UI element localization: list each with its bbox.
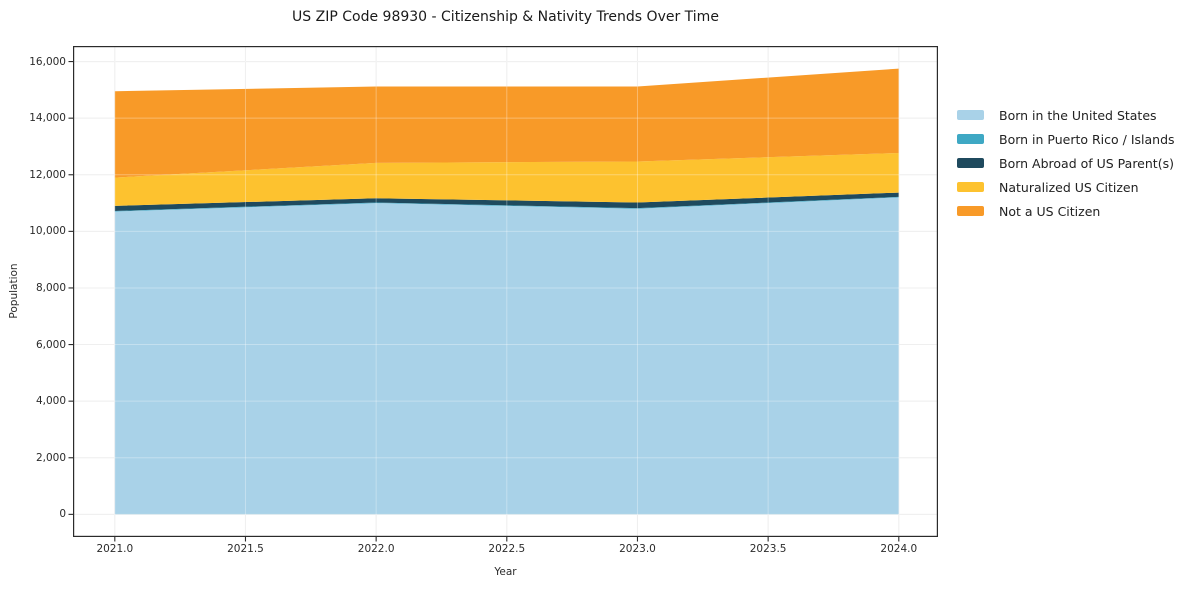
- y-tick-label: 2,000: [35, 451, 66, 464]
- legend-item: Not a US Citizen: [957, 199, 1175, 223]
- legend-label: Naturalized US Citizen: [999, 179, 1139, 195]
- legend-item: Born in the United States: [957, 103, 1175, 127]
- y-tick-label: 14,000: [29, 112, 66, 125]
- tick-marks: [68, 61, 900, 542]
- legend: Born in the United States Born in Puerto …: [957, 103, 1175, 223]
- area-series-0: [114, 197, 899, 515]
- legend-swatch: [957, 158, 984, 168]
- x-tick-label: 2021.0: [96, 543, 134, 555]
- y-tick-label: 0: [59, 508, 66, 521]
- area-series-1: [114, 196, 899, 212]
- chart-title: US ZIP Code 98930 - Citizenship & Nativi…: [292, 9, 719, 25]
- y-tick-label: 10,000: [29, 225, 66, 238]
- legend-label: Born Abroad of US Parent(s): [999, 155, 1174, 171]
- legend-label: Born in Puerto Rico / Islands: [999, 131, 1175, 147]
- legend-swatch: [957, 206, 984, 216]
- legend-item: Born in Puerto Rico / Islands: [957, 127, 1175, 151]
- y-tick-label: 4,000: [35, 395, 66, 408]
- axes-spines: [73, 46, 938, 537]
- x-tick-label: 2022.5: [488, 543, 526, 555]
- y-tick-label: 6,000: [35, 338, 66, 351]
- area-series-2: [114, 192, 899, 211]
- axes-region: [68, 46, 938, 542]
- legend-swatch: [957, 134, 984, 144]
- x-tick-label: 2022.0: [357, 543, 395, 555]
- gridlines-over: [73, 46, 938, 537]
- x-axis-label: Year: [494, 566, 517, 578]
- legend-swatch: [957, 182, 984, 192]
- area-series-3: [114, 152, 899, 206]
- legend-swatch: [957, 110, 984, 120]
- x-tick-label: 2023.5: [749, 543, 787, 555]
- x-tick-label: 2023.0: [619, 543, 656, 555]
- area-series-4: [114, 68, 899, 178]
- legend-label: Not a US Citizen: [999, 203, 1101, 219]
- y-tick-label: 16,000: [29, 55, 66, 68]
- legend-item: Naturalized US Citizen: [957, 175, 1175, 199]
- x-tick-label: 2024.0: [880, 543, 918, 555]
- y-tick-label: 8,000: [35, 281, 66, 294]
- legend-label: Born in the United States: [999, 107, 1157, 123]
- x-tick-label: 2021.5: [227, 543, 264, 555]
- y-tick-label: 12,000: [29, 168, 66, 181]
- legend-item: Born Abroad of US Parent(s): [957, 151, 1175, 175]
